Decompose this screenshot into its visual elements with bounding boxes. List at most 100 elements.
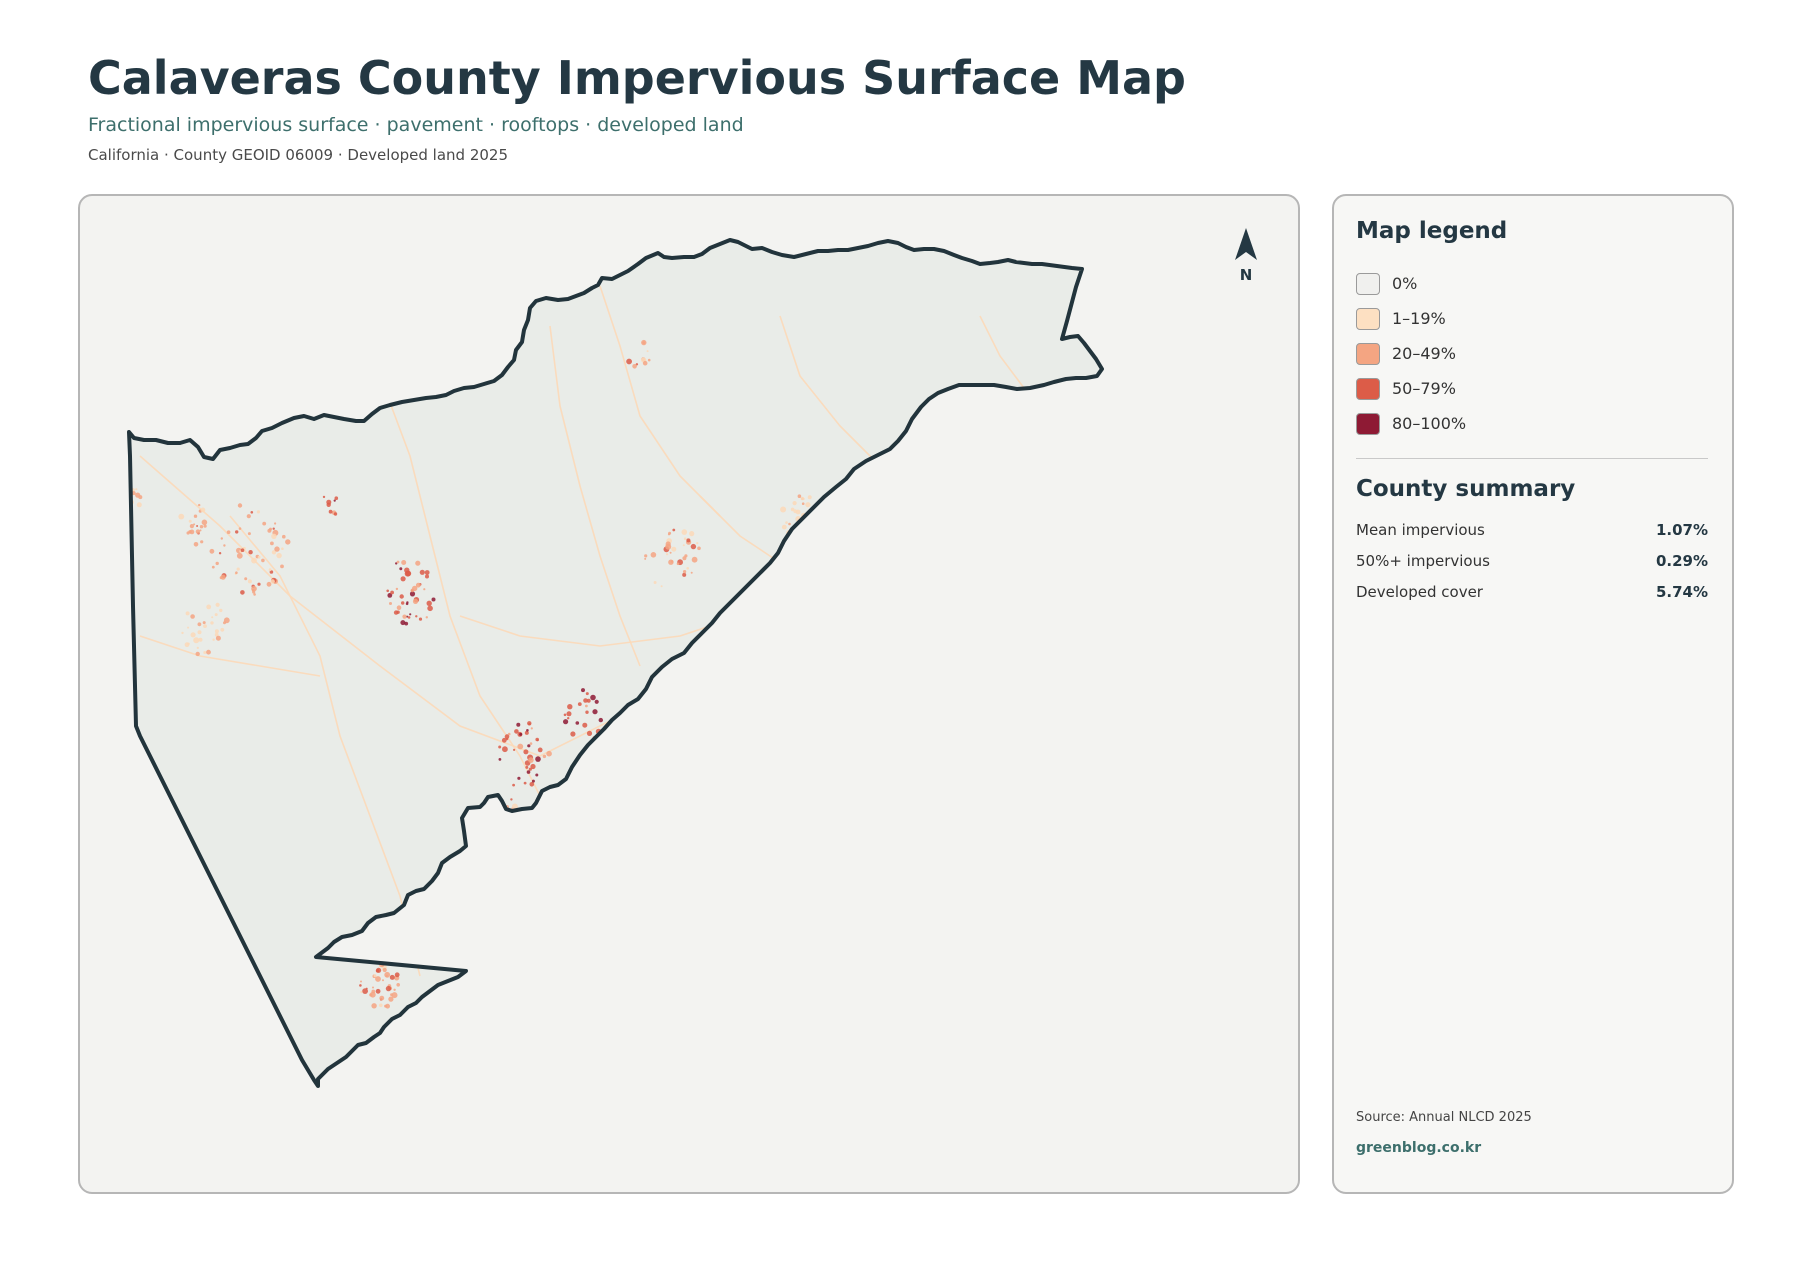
- impervious-pixel: [373, 974, 377, 978]
- impervious-pixel: [669, 551, 672, 554]
- impervious-pixel: [394, 972, 400, 978]
- impervious-pixel: [781, 524, 787, 530]
- impervious-pixel: [504, 734, 510, 739]
- impervious-pixel: [390, 590, 394, 595]
- impervious-pixel: [423, 588, 426, 591]
- impervious-pixel: [246, 514, 251, 519]
- impervious-pixel: [326, 499, 332, 505]
- legend-item: 0%: [1356, 266, 1716, 301]
- impervious-pixel: [116, 494, 119, 497]
- impervious-pixel: [135, 488, 138, 491]
- impervious-pixel: [272, 527, 275, 530]
- summary-list: Mean impervious 1.07% 50%+ impervious 0.29%…: [1356, 514, 1708, 607]
- impervious-pixel: [235, 530, 239, 534]
- impervious-pixel: [563, 713, 567, 717]
- impervious-pixel: [256, 510, 260, 514]
- source-note: Source: Annual NLCD 2025: [1356, 1110, 1532, 1125]
- impervious-pixel: [409, 613, 412, 616]
- impervious-pixel: [197, 630, 202, 635]
- impervious-pixel: [200, 507, 206, 513]
- impervious-pixel: [399, 567, 403, 571]
- impervious-pixel: [488, 827, 492, 831]
- legend-label: 80–100%: [1392, 414, 1467, 433]
- impervious-pixel: [526, 770, 531, 774]
- page-subtitle: Fractional impervious surface · pavement…: [88, 114, 744, 136]
- impervious-pixel: [650, 552, 657, 558]
- impervious-pixel: [689, 531, 695, 537]
- impervious-pixel: [499, 836, 503, 839]
- impervious-pixel: [238, 527, 242, 530]
- impervious-pixel: [666, 553, 669, 556]
- road-line: [549, 325, 641, 667]
- map-canvas[interactable]: N: [80, 196, 1300, 1194]
- impervious-pixel: [418, 617, 423, 621]
- impervious-pixel: [586, 730, 593, 737]
- summary-label: Mean impervious: [1356, 520, 1485, 539]
- impervious-pixel: [585, 692, 589, 696]
- impervious-pixel: [498, 745, 502, 749]
- impervious-pixel: [395, 562, 398, 565]
- site-link[interactable]: greenblog.co.kr: [1356, 1140, 1482, 1156]
- impervious-pixel: [690, 543, 697, 550]
- impervious-pixel: [510, 798, 513, 801]
- impervious-pixel: [215, 561, 219, 566]
- impervious-pixel: [389, 602, 392, 605]
- summary-value: 0.29%: [1655, 551, 1708, 570]
- impervious-pixel: [792, 501, 797, 506]
- impervious-pixel: [799, 532, 804, 537]
- county-shape: [129, 240, 1102, 1086]
- impervious-pixel: [399, 594, 404, 599]
- impervious-pixel: [375, 976, 381, 982]
- impervious-pixel: [498, 822, 501, 825]
- impervious-pixel: [215, 635, 221, 641]
- impervious-pixel: [488, 834, 493, 838]
- impervious-pixel: [195, 529, 201, 534]
- impervious-pixel: [497, 820, 500, 823]
- impervious-pixel: [535, 852, 541, 858]
- impervious-pixel: [790, 507, 795, 512]
- impervious-pixel: [546, 861, 549, 864]
- impervious-pixel: [267, 528, 272, 533]
- impervious-pixel: [426, 600, 432, 606]
- impervious-pixel: [391, 992, 398, 999]
- impervious-pixel: [800, 496, 805, 501]
- impervious-pixel: [375, 969, 380, 973]
- summary-row: Mean impervious 1.07%: [1356, 514, 1708, 545]
- road-line: [139, 635, 321, 677]
- impervious-pixel: [642, 360, 648, 366]
- impervious-pixel: [236, 552, 243, 559]
- impervious-pixel: [285, 539, 291, 545]
- impervious-pixel: [801, 502, 805, 506]
- impervious-pixel: [409, 591, 416, 597]
- impervious-pixel: [487, 805, 490, 808]
- impervious-pixel: [531, 779, 535, 783]
- impervious-pixel: [371, 1003, 377, 1009]
- north-arrow-icon: N: [1235, 228, 1257, 284]
- impervious-pixel: [270, 541, 274, 546]
- impervious-pixel: [504, 831, 507, 834]
- impervious-pixel: [201, 519, 208, 526]
- impervious-pixel: [681, 529, 688, 535]
- impervious-pixel: [419, 569, 425, 575]
- impervious-pixel: [386, 589, 390, 593]
- impervious-pixel: [676, 562, 680, 566]
- impervious-pixel: [212, 638, 215, 641]
- impervious-pixel: [235, 571, 238, 574]
- impervious-pixel: [206, 649, 211, 655]
- legend-heading: Map legend: [1356, 218, 1508, 244]
- impervious-pixel: [414, 934, 418, 939]
- impervious-pixel: [247, 532, 251, 536]
- impervious-pixel: [425, 616, 428, 619]
- legend-swatch: [1356, 342, 1380, 365]
- impervious-pixel: [203, 651, 207, 654]
- impervious-pixel: [557, 861, 562, 866]
- impervious-pixel: [119, 485, 123, 489]
- impervious-pixel: [540, 854, 546, 861]
- impervious-pixel: [499, 808, 505, 814]
- impervious-pixel: [780, 506, 787, 513]
- impervious-pixel: [266, 581, 272, 587]
- impervious-pixel: [372, 986, 374, 989]
- map-panel[interactable]: N: [78, 194, 1300, 1194]
- impervious-pixel: [632, 364, 637, 369]
- summary-value: 1.07%: [1655, 520, 1708, 539]
